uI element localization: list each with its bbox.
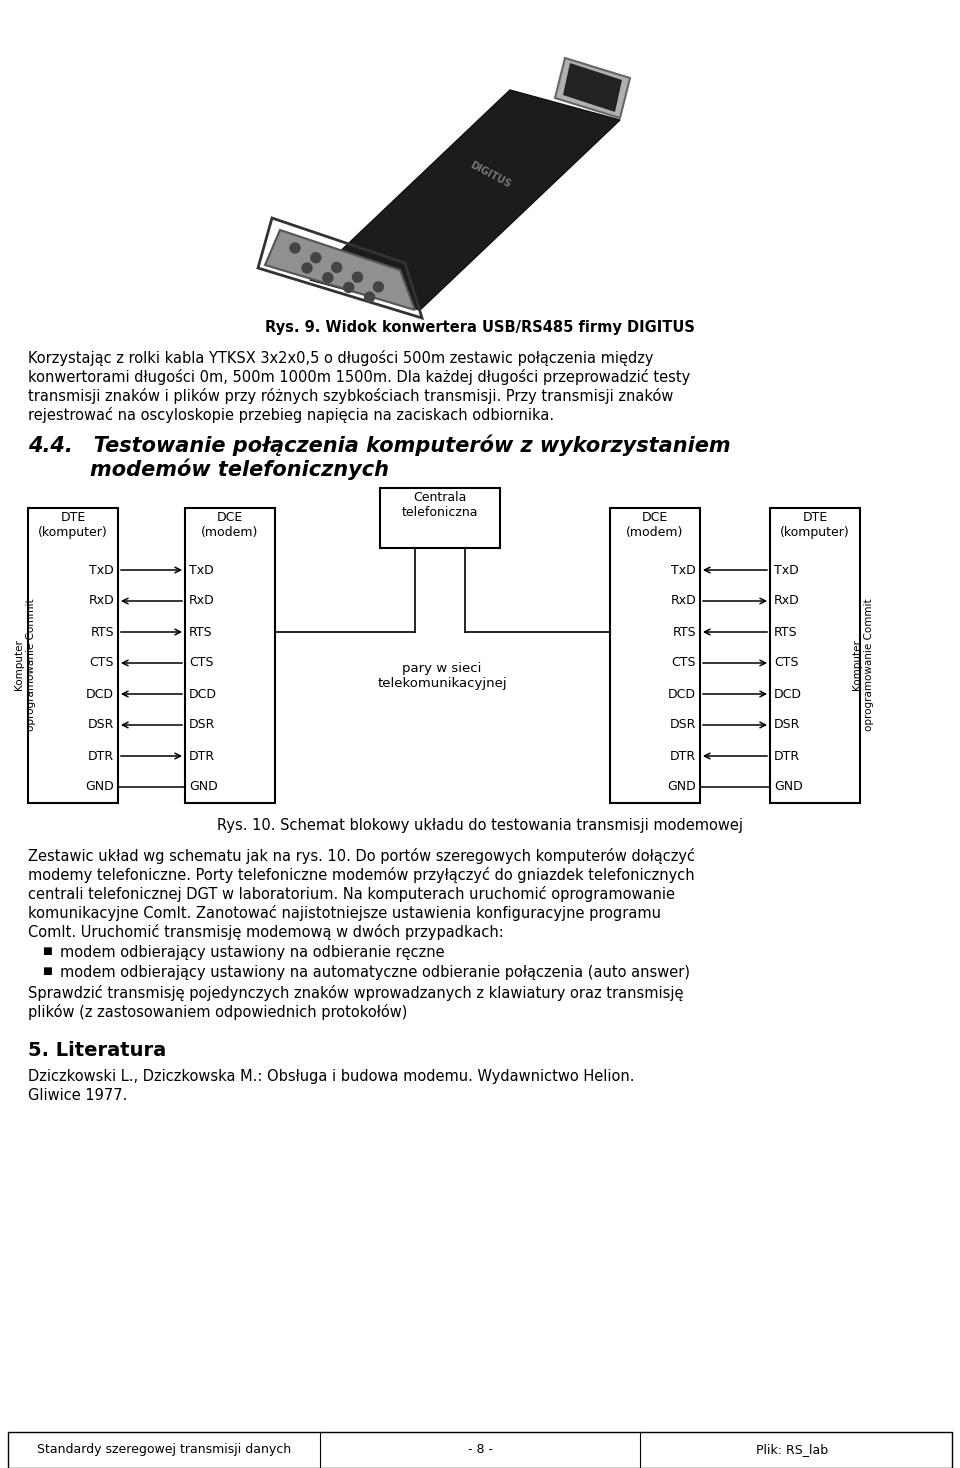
Text: Komputer
oprogramowanie Commit: Komputer oprogramowanie Commit bbox=[852, 599, 874, 731]
Text: centrali telefonicznej DGT w laboratorium. Na komputerach uruchomić oprogramowan: centrali telefonicznej DGT w laboratoriu… bbox=[28, 887, 675, 901]
Text: GND: GND bbox=[189, 781, 218, 794]
Circle shape bbox=[311, 252, 321, 263]
Bar bbox=[610, 508, 700, 803]
Text: Sprawdzić transmisję pojedynczych znaków wprowadzanych z klawiatury oraz transmi: Sprawdzić transmisję pojedynczych znaków… bbox=[28, 985, 684, 1001]
Text: DTE
(komputer): DTE (komputer) bbox=[780, 511, 850, 539]
Text: Centrala
telefoniczna: Centrala telefoniczna bbox=[401, 490, 478, 520]
Text: plików (z zastosowaniem odpowiednich protokołów): plików (z zastosowaniem odpowiednich pro… bbox=[28, 1004, 407, 1020]
Text: GND: GND bbox=[85, 781, 114, 794]
Text: komunikacyjne ComIt. Zanotować najistotniejsze ustawienia konfiguracyjne program: komunikacyjne ComIt. Zanotować najistotn… bbox=[28, 904, 661, 920]
Polygon shape bbox=[265, 230, 415, 310]
Text: DTR: DTR bbox=[670, 750, 696, 762]
Text: RTS: RTS bbox=[189, 625, 212, 639]
Text: DCD: DCD bbox=[668, 687, 696, 700]
Text: CTS: CTS bbox=[189, 656, 213, 669]
Text: RxD: RxD bbox=[88, 595, 114, 608]
Text: modem odbierający ustawiony na odbieranie ręczne: modem odbierający ustawiony na odbierani… bbox=[60, 945, 444, 960]
Text: DSR: DSR bbox=[774, 718, 801, 731]
Text: Zestawic układ wg schematu jak na rys. 10. Do portów szeregowych komputerów dołą: Zestawic układ wg schematu jak na rys. 1… bbox=[28, 849, 695, 865]
Text: Gliwice 1977.: Gliwice 1977. bbox=[28, 1088, 128, 1102]
Text: TxD: TxD bbox=[774, 564, 799, 577]
Text: Rys. 9. Widok konwertera USB/RS485 firmy DIGITUS: Rys. 9. Widok konwertera USB/RS485 firmy… bbox=[265, 320, 695, 335]
Text: DCD: DCD bbox=[86, 687, 114, 700]
Text: DTR: DTR bbox=[774, 750, 800, 762]
Text: transmisji znaków i plików przy różnych szybkościach transmisji. Przy transmisji: transmisji znaków i plików przy różnych … bbox=[28, 388, 673, 404]
Text: - 8 -: - 8 - bbox=[468, 1443, 492, 1456]
Text: modemów telefonicznych: modemów telefonicznych bbox=[90, 458, 389, 480]
Circle shape bbox=[352, 272, 363, 282]
Bar bbox=[185, 508, 275, 803]
Text: DCD: DCD bbox=[189, 687, 217, 700]
Circle shape bbox=[344, 282, 353, 292]
Text: 4.4. Testowanie połączenia komputerów z wykorzystaniem: 4.4. Testowanie połączenia komputerów z … bbox=[28, 435, 731, 455]
Text: TxD: TxD bbox=[189, 564, 214, 577]
Bar bbox=[770, 508, 860, 803]
Text: RxD: RxD bbox=[774, 595, 800, 608]
Polygon shape bbox=[310, 90, 620, 310]
Text: CTS: CTS bbox=[774, 656, 799, 669]
Text: DTR: DTR bbox=[189, 750, 215, 762]
Text: Dziczkowski L., Dziczkowska M.: Obsługa i budowa modemu. Wydawnictwo Helion.: Dziczkowski L., Dziczkowska M.: Obsługa … bbox=[28, 1069, 635, 1083]
Text: TxD: TxD bbox=[671, 564, 696, 577]
Bar bbox=[8, 1431, 952, 1468]
Text: Komputer
oprogramowanie Commit: Komputer oprogramowanie Commit bbox=[14, 599, 36, 731]
Text: Korzystając z rolki kabla YTKSX 3x2x0,5 o długości 500m zestawic połączenia międ: Korzystając z rolki kabla YTKSX 3x2x0,5 … bbox=[28, 349, 654, 366]
Bar bbox=[230, 10, 680, 310]
Circle shape bbox=[365, 292, 374, 302]
Text: DIGITUS: DIGITUS bbox=[468, 160, 512, 189]
Text: Rys. 10. Schemat blokowy układu do testowania transmisji modemowej: Rys. 10. Schemat blokowy układu do testo… bbox=[217, 818, 743, 832]
Text: DSR: DSR bbox=[189, 718, 215, 731]
Circle shape bbox=[302, 263, 312, 273]
Text: pary w sieci
telekomunikacyjnej: pary w sieci telekomunikacyjnej bbox=[377, 662, 507, 690]
Text: modem odbierający ustawiony na automatyczne odbieranie połączenia (auto answer): modem odbierający ustawiony na automatyc… bbox=[60, 964, 690, 981]
Text: 5. Literatura: 5. Literatura bbox=[28, 1041, 166, 1060]
Text: RTS: RTS bbox=[774, 625, 798, 639]
Text: RxD: RxD bbox=[670, 595, 696, 608]
Text: DCE
(modem): DCE (modem) bbox=[626, 511, 684, 539]
Text: DSR: DSR bbox=[670, 718, 696, 731]
Circle shape bbox=[373, 282, 383, 292]
Text: GND: GND bbox=[667, 781, 696, 794]
Text: TxD: TxD bbox=[89, 564, 114, 577]
Text: DCE
(modem): DCE (modem) bbox=[202, 511, 258, 539]
Polygon shape bbox=[563, 63, 622, 112]
Text: CTS: CTS bbox=[671, 656, 696, 669]
Circle shape bbox=[290, 244, 300, 252]
Text: RxD: RxD bbox=[189, 595, 215, 608]
Text: RTS: RTS bbox=[90, 625, 114, 639]
Text: rejestrować na oscyloskopie przebieg napięcia na zaciskach odbiornika.: rejestrować na oscyloskopie przebieg nap… bbox=[28, 407, 554, 423]
Text: konwertorami długości 0m, 500m 1000m 1500m. Dla każdej długości przeprowadzić te: konwertorami długości 0m, 500m 1000m 150… bbox=[28, 368, 690, 385]
Text: modemy telefoniczne. Porty telefoniczne modemów przyłączyć do gniazdek telefonic: modemy telefoniczne. Porty telefoniczne … bbox=[28, 868, 695, 882]
Polygon shape bbox=[555, 59, 630, 117]
Circle shape bbox=[323, 273, 333, 283]
Text: Standardy szeregowej transmisji danych: Standardy szeregowej transmisji danych bbox=[36, 1443, 291, 1456]
Text: ■: ■ bbox=[42, 966, 52, 976]
Text: RTS: RTS bbox=[672, 625, 696, 639]
Text: CTS: CTS bbox=[89, 656, 114, 669]
Text: GND: GND bbox=[774, 781, 803, 794]
Text: DSR: DSR bbox=[87, 718, 114, 731]
Text: ComIt. Uruchomić transmisję modemową w dwóch przypadkach:: ComIt. Uruchomić transmisję modemową w d… bbox=[28, 923, 504, 940]
Text: DTE
(komputer): DTE (komputer) bbox=[38, 511, 108, 539]
Text: DCD: DCD bbox=[774, 687, 802, 700]
Text: Plik: RS_lab: Plik: RS_lab bbox=[756, 1443, 828, 1456]
Circle shape bbox=[332, 263, 342, 273]
Text: ■: ■ bbox=[42, 945, 52, 956]
Bar bbox=[380, 487, 500, 548]
Text: DTR: DTR bbox=[88, 750, 114, 762]
Bar bbox=[28, 508, 118, 803]
